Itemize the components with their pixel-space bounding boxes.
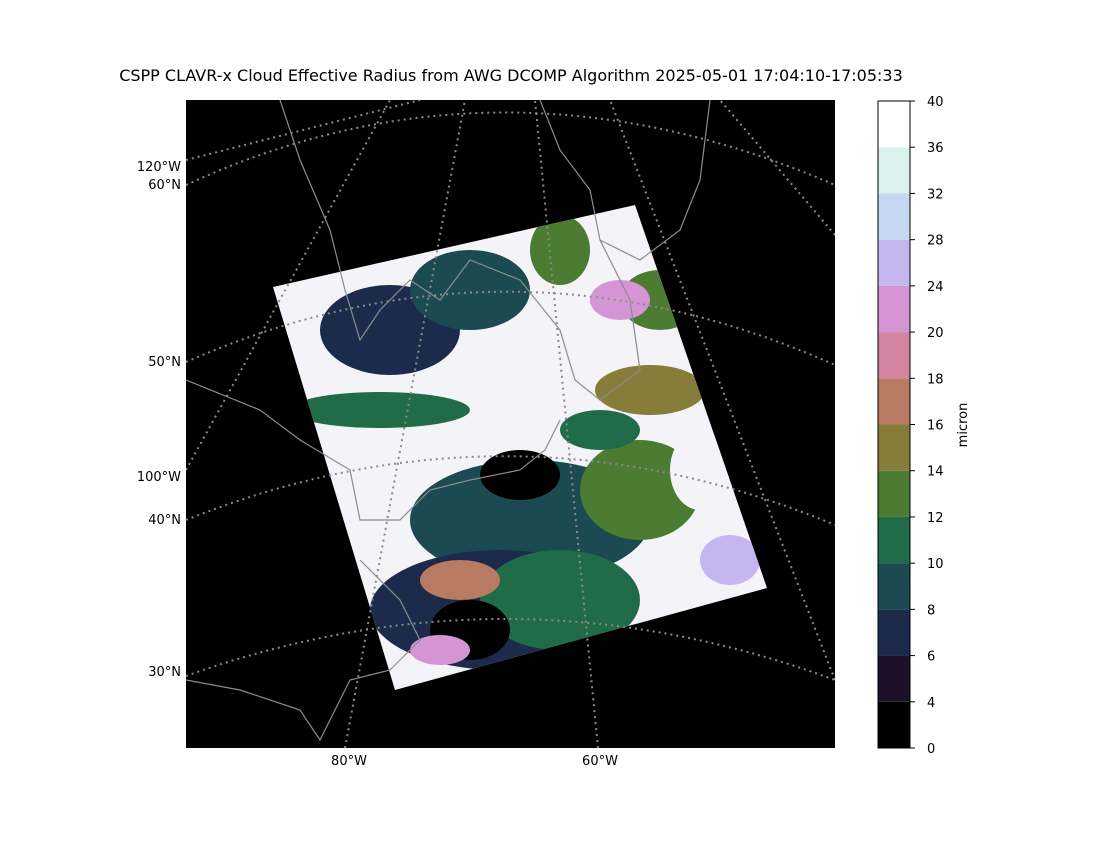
- colorbar-tick-label: 12: [927, 511, 944, 526]
- colorbar-tick-label: 36: [927, 141, 944, 156]
- colorbar-tick-label: 4: [927, 696, 935, 711]
- colorbar-tick-label: 16: [927, 419, 944, 434]
- colorbar-segment: [878, 470, 910, 517]
- colorbar-segment: [878, 101, 910, 148]
- colorbar-tick-label: 10: [927, 557, 944, 572]
- colorbar-segment: [878, 424, 910, 471]
- colorbar-segment: [878, 239, 910, 286]
- colorbar-segment: [878, 563, 910, 610]
- map: [186, 100, 835, 748]
- graticule-label: 30°N: [148, 665, 181, 680]
- graticule-label: 60°W: [582, 754, 618, 769]
- colorbar-tick-label: 18: [927, 372, 944, 387]
- colorbar-segment: [878, 193, 910, 240]
- colorbar-tick-label: 32: [927, 187, 944, 202]
- colorbar-tick-label: 14: [927, 465, 944, 480]
- colorbar-segment: [878, 378, 910, 425]
- colorbar-tick-label: 24: [927, 280, 944, 295]
- graticule-label: 100°W: [137, 470, 181, 485]
- colorbar-tick-label: 28: [927, 234, 944, 249]
- colorbar-segment: [878, 516, 910, 564]
- colorbar: 0 4 6 8 10 12 14 16 18 20 24 28 32 36 40: [877, 95, 944, 757]
- colorbar-tick-label: 6: [927, 650, 935, 665]
- graticule-label: 120°W: [137, 160, 181, 175]
- colorbar-segment: [878, 609, 910, 656]
- colorbar-segment: [878, 655, 910, 702]
- colorbar-tick-label: 20: [927, 326, 944, 341]
- graticule-label: 60°N: [148, 178, 181, 193]
- colorbar-label: micron: [956, 403, 971, 448]
- colorbar-tick-label: 40: [927, 95, 944, 110]
- graticule-label: 80°W: [331, 754, 367, 769]
- colorbar-segment: [878, 147, 910, 194]
- graticule-label: 50°N: [148, 355, 181, 370]
- graticule-label: 40°N: [148, 513, 181, 528]
- colorbar-segment: [878, 701, 910, 748]
- colorbar-segment: [878, 332, 910, 379]
- colorbar-tick-label: 0: [927, 742, 935, 757]
- colorbar-segment: [878, 285, 910, 333]
- colorbar-tick-label: 8: [927, 603, 935, 618]
- map-title: CSPP CLAVR-x Cloud Effective Radius from…: [119, 66, 903, 85]
